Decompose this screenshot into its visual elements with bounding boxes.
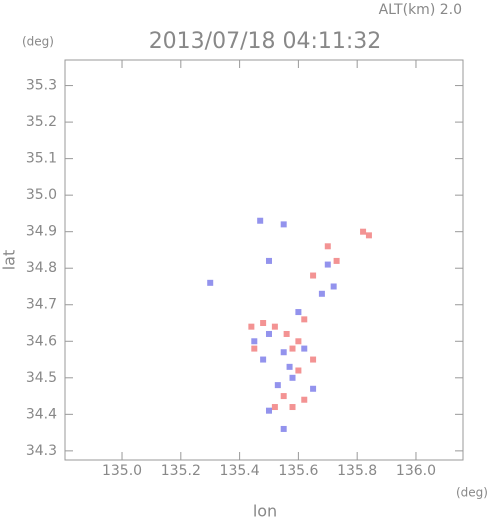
y-tick-label: 34.5 [26, 370, 57, 386]
radar-point [301, 316, 308, 323]
radar-point [280, 221, 287, 228]
y-tick-label: 34.8 [26, 260, 57, 276]
radar-point [248, 323, 255, 330]
x-unit: (deg) [456, 486, 488, 500]
radar-point [280, 425, 287, 432]
radar-point [265, 330, 272, 337]
radar-point [295, 338, 302, 345]
chart-title: 2013/07/18 04:11:32 [149, 29, 382, 54]
x-axis-label: lon [253, 502, 277, 521]
y-tick-label: 35.2 [26, 114, 57, 130]
y-tick-label: 34.9 [26, 224, 57, 240]
radar-point [318, 290, 325, 297]
radar-point [295, 309, 302, 316]
y-tick-label: 34.3 [26, 443, 57, 459]
y-unit: (deg) [22, 35, 54, 49]
y-tick-label: 34.7 [26, 297, 57, 313]
radar-point [271, 323, 278, 330]
altitude-label: ALT(km) 2.0 [379, 2, 462, 18]
radar-point [301, 345, 308, 352]
plot-frame [64, 59, 464, 461]
radar-point [295, 367, 302, 374]
y-tick-label: 35.0 [26, 187, 57, 203]
radar-point [280, 393, 287, 400]
y-tick-label: 34.6 [26, 333, 57, 349]
radar-point [280, 349, 287, 356]
radar-point [274, 382, 281, 389]
radar-point [310, 356, 317, 363]
x-tick-label: 135.8 [337, 463, 377, 479]
x-tick-label: 136.0 [396, 463, 436, 479]
radar-point [365, 232, 372, 239]
radar-point [324, 243, 331, 250]
x-tick-label: 135.6 [278, 463, 318, 479]
radar-point [207, 279, 214, 286]
radar-point [324, 261, 331, 268]
radar-point [310, 385, 317, 392]
y-tick-label: 34.4 [26, 406, 57, 422]
radar-point [283, 330, 290, 337]
radar-point [260, 356, 267, 363]
x-tick-label: 135.0 [102, 463, 142, 479]
y-axis-label: lat [0, 250, 19, 271]
radar-point [310, 272, 317, 279]
radar-point [271, 404, 278, 411]
radar-point [333, 257, 340, 264]
radar-point [286, 363, 293, 370]
radar-point [289, 345, 296, 352]
radar-point [289, 404, 296, 411]
radar-point [251, 345, 258, 352]
radar-point [301, 396, 308, 403]
radar-point [257, 217, 264, 224]
x-tick-label: 135.4 [220, 463, 260, 479]
radar-point [330, 283, 337, 290]
radar-point [289, 374, 296, 381]
radar-point [265, 407, 272, 414]
radar-point [251, 338, 258, 345]
y-tick-label: 35.3 [26, 78, 57, 94]
radar-point [265, 257, 272, 264]
y-tick-label: 35.1 [26, 151, 57, 167]
x-tick-label: 135.2 [161, 463, 201, 479]
radar-point [360, 228, 367, 235]
radar-point [260, 320, 267, 327]
